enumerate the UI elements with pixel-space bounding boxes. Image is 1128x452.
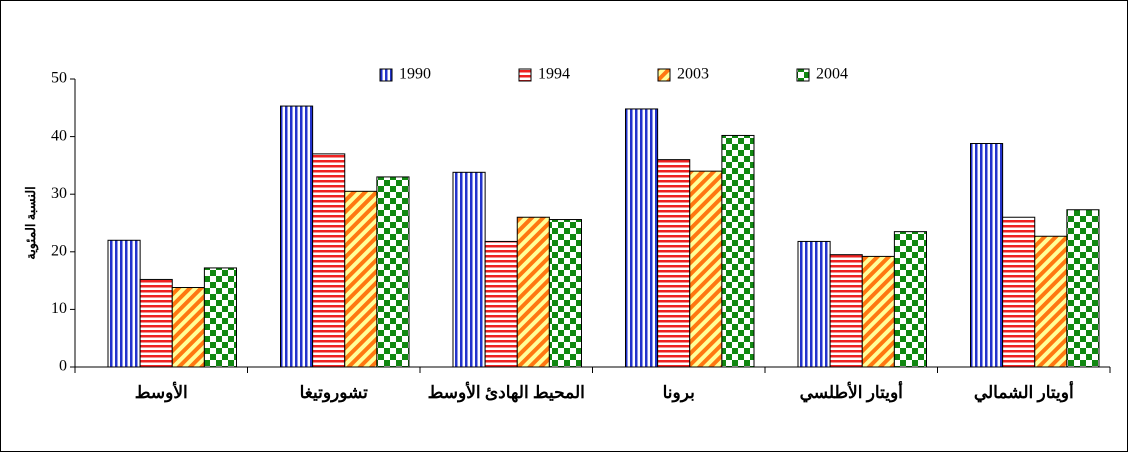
y-tick-label: 50 (51, 70, 67, 87)
legend-label: 1990 (399, 66, 431, 83)
bar (280, 105, 314, 368)
bar (452, 171, 486, 368)
legend-swatch (657, 68, 671, 82)
bar (893, 231, 927, 368)
bar (171, 287, 205, 368)
bar (548, 219, 582, 368)
bar (203, 267, 237, 368)
y-tick-label: 20 (51, 242, 67, 259)
bar (797, 240, 831, 368)
legend-label: 1994 (538, 66, 570, 83)
bar (829, 254, 863, 368)
x-tick-label: الأوسط (135, 381, 188, 403)
legend-swatch (518, 68, 532, 82)
bar (970, 143, 1004, 368)
bar (344, 190, 378, 368)
x-tick-label: أويتار الشمالي (974, 380, 1074, 403)
legend-swatch (379, 68, 393, 82)
y-tick-label: 40 (51, 127, 67, 144)
bar (721, 134, 755, 368)
legend-label: 2004 (816, 66, 848, 83)
bar (376, 176, 410, 368)
bar (1034, 235, 1068, 368)
bar (516, 216, 550, 368)
bar (107, 239, 141, 368)
bar (484, 240, 518, 368)
bar (1066, 209, 1100, 368)
y-tick-label: 30 (51, 185, 67, 202)
bar (312, 153, 346, 368)
bar (689, 170, 723, 368)
bar (861, 255, 895, 368)
bar (657, 159, 691, 368)
bar (1002, 216, 1036, 368)
x-tick-label: أويتار الأطلسي (800, 380, 904, 403)
y-tick-label: 10 (51, 300, 67, 317)
bar (139, 278, 173, 368)
bar (625, 108, 659, 368)
y-tick-label: 0 (59, 358, 67, 375)
x-tick-label: برونا (663, 383, 695, 403)
x-tick-label: المحيط الهادئ الأوسط (428, 381, 585, 403)
y-axis-label: النسبة المئوية (23, 186, 39, 260)
legend-swatch (796, 68, 810, 82)
x-tick-label: تشوروتيغا (300, 383, 369, 403)
legend-label: 2003 (677, 66, 709, 83)
